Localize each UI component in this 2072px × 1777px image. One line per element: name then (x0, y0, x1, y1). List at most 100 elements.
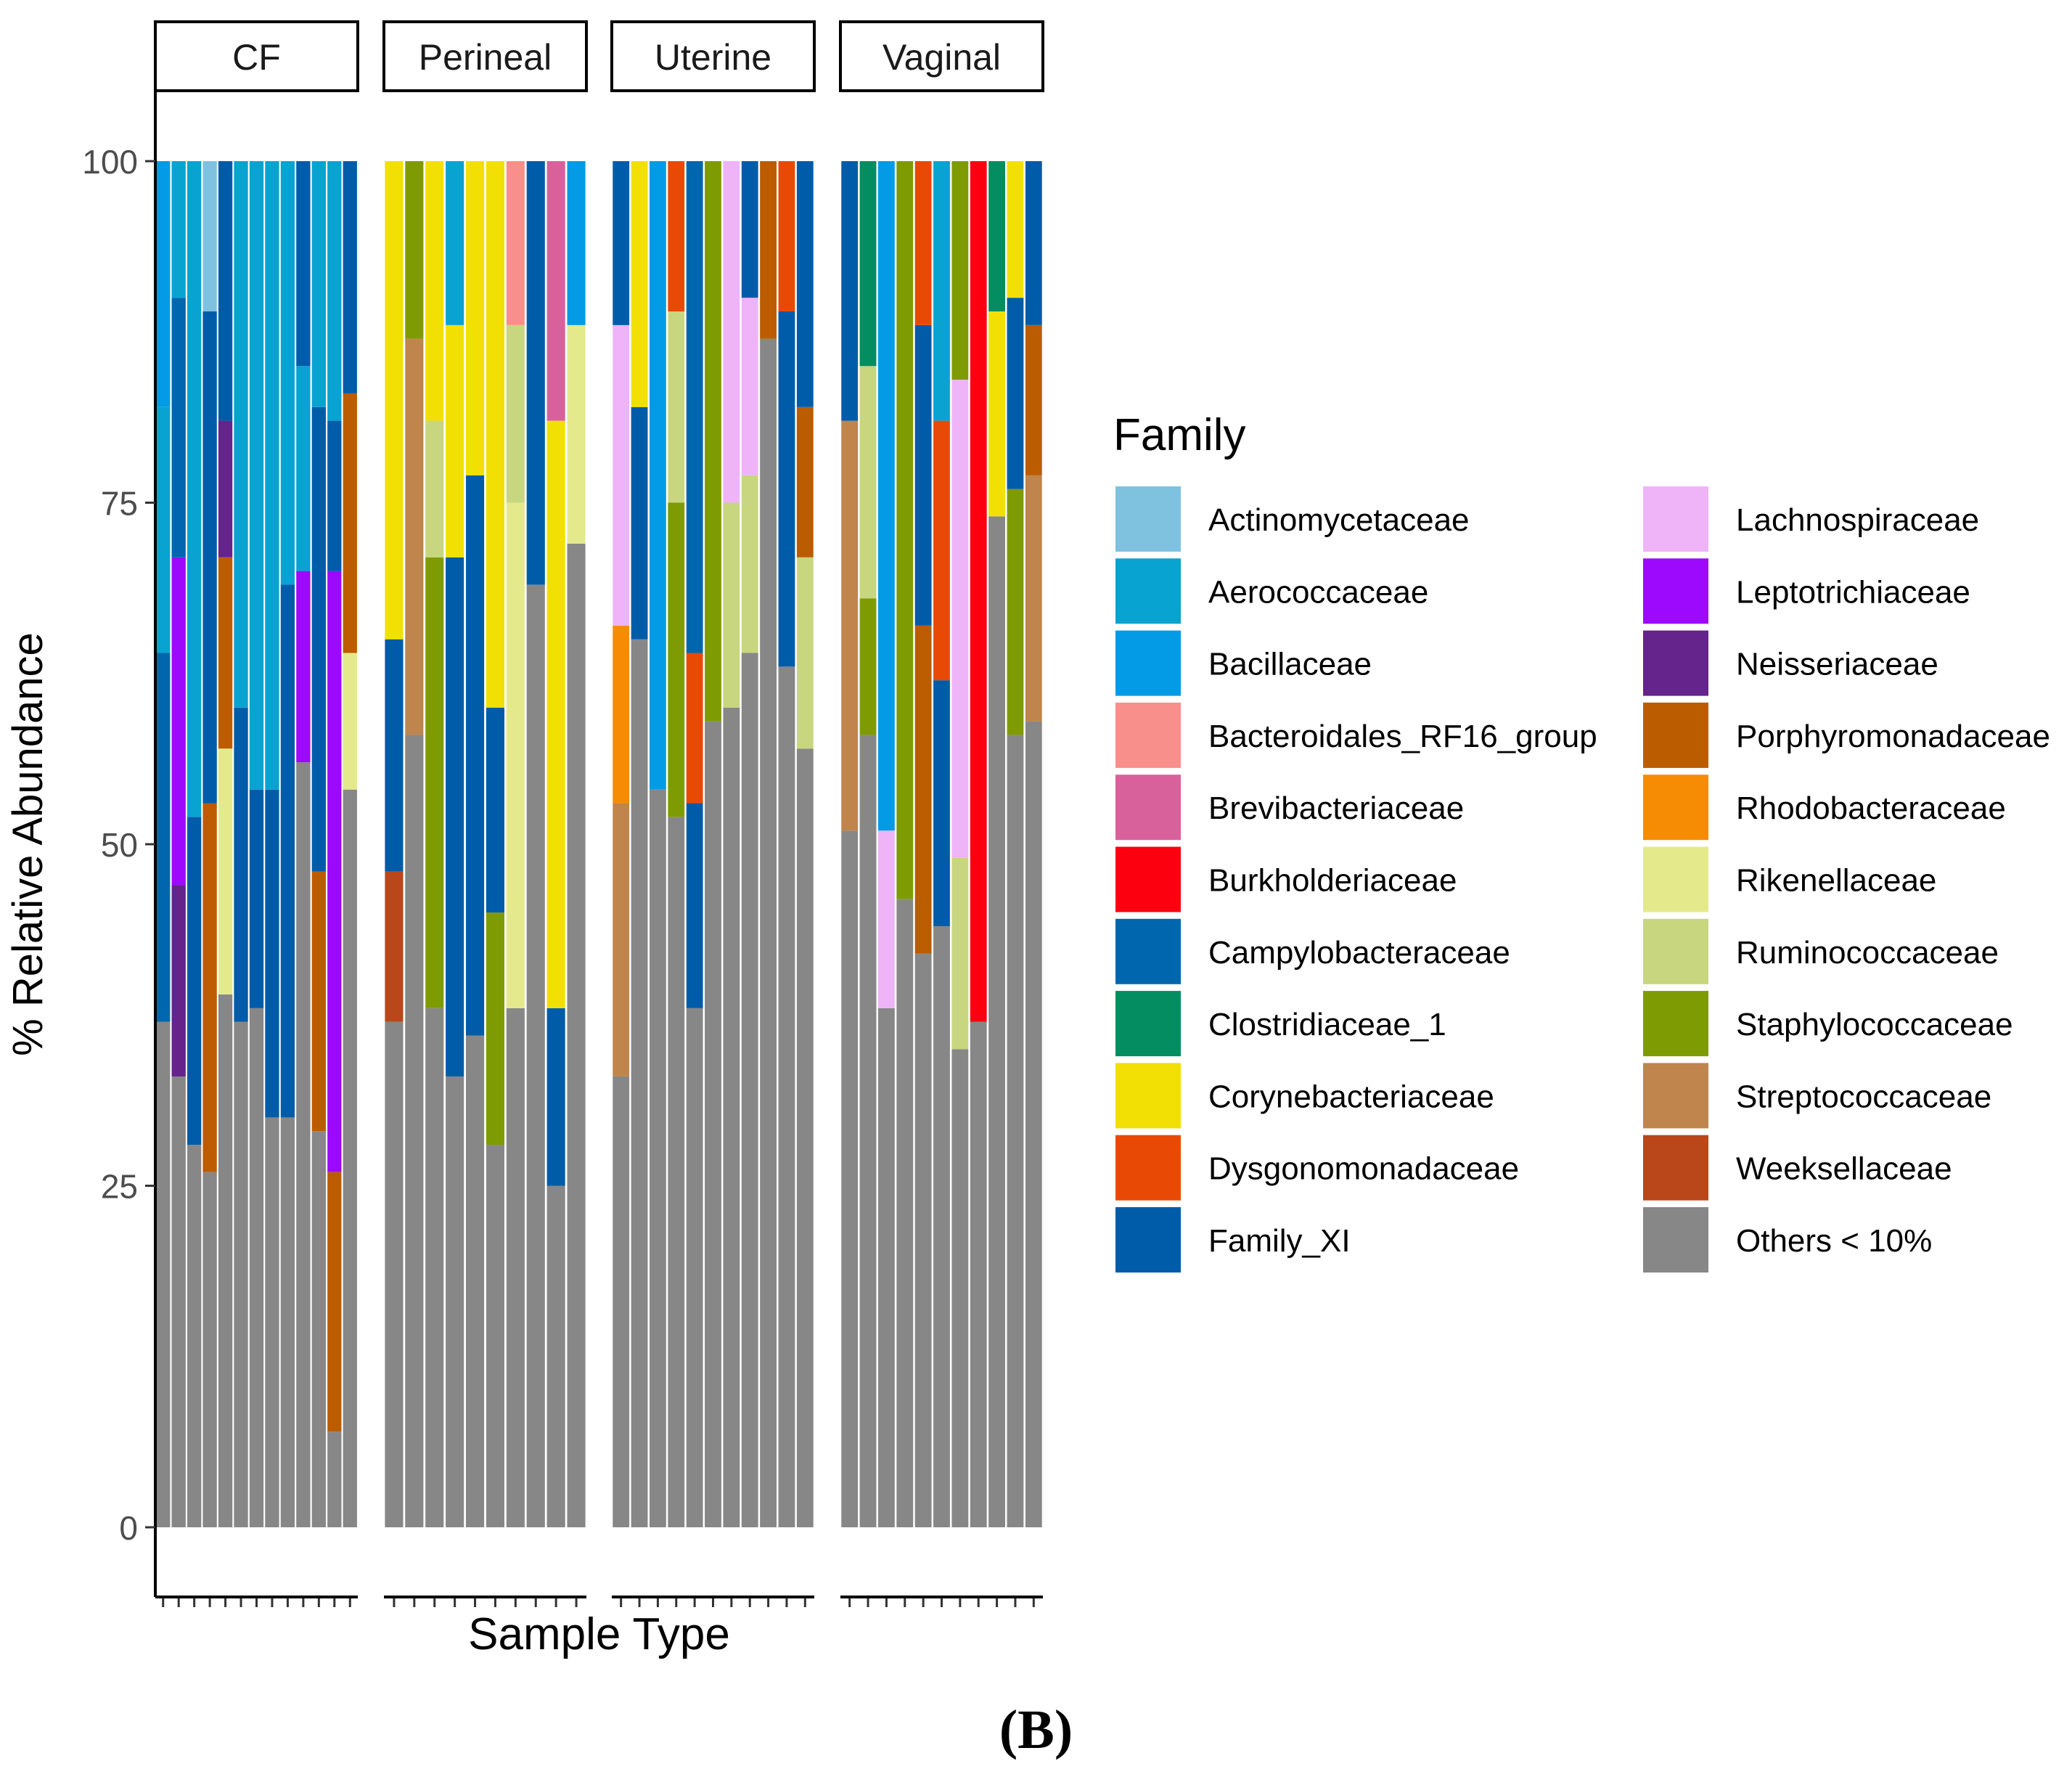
bar-segment (914, 953, 932, 1527)
bar-segment (296, 366, 311, 571)
bar-segment (343, 789, 357, 1527)
y-tick-label: 100 (82, 143, 138, 181)
bar-segment (705, 161, 721, 722)
legend-title: Family (1113, 410, 1246, 460)
bar-segment (741, 298, 758, 475)
facet-label: Vaginal (883, 37, 1001, 78)
legend-label: Burkholderiaceae (1208, 863, 1457, 899)
bar-segment (1025, 324, 1042, 475)
legend-key (1115, 486, 1181, 552)
bar-segment (686, 1008, 703, 1527)
bar-segment (668, 502, 685, 817)
legend-key (1643, 486, 1708, 552)
bar-segment (385, 1021, 404, 1527)
bar-segment (486, 707, 505, 913)
legend-key (1115, 918, 1181, 984)
bar-segment (859, 161, 877, 367)
facet-label: Perineal (419, 37, 552, 78)
bar-segment (506, 161, 525, 325)
bar-segment (187, 161, 202, 817)
legend-key (1643, 1063, 1708, 1129)
bar-segment (265, 1117, 279, 1527)
bar-segment (613, 1076, 630, 1527)
legend-key (1115, 846, 1181, 912)
bar-segment (465, 1035, 485, 1527)
legend-label: Weeksellaceae (1736, 1151, 1952, 1187)
bar-segment (327, 161, 342, 421)
legend-label: Rikenellaceae (1736, 863, 1936, 899)
bar-segment (723, 161, 740, 503)
bar-segment (686, 653, 703, 804)
legend-key (1643, 1135, 1708, 1201)
legend-key (1115, 775, 1181, 841)
bar-segment (446, 1076, 464, 1527)
bar-segment (631, 639, 648, 1528)
facet-strip-vaginal (839, 20, 1044, 92)
bar-segment (249, 161, 264, 790)
bar-segment (567, 543, 586, 1528)
legend-label: Brevibacteriaceae (1208, 791, 1464, 826)
bar-segment (613, 324, 630, 626)
bar-segment (202, 803, 217, 1172)
bar-segment (171, 298, 186, 557)
legend-label: Leptotrichiaceae (1736, 574, 1970, 610)
bar-segment (841, 830, 859, 1527)
bar-segment (171, 885, 186, 1077)
legend-key (1115, 1063, 1181, 1129)
bar-segment (486, 912, 505, 1145)
bar-segment (327, 1172, 342, 1432)
bar-segment (465, 475, 485, 1036)
bar-segment (951, 1049, 969, 1527)
legend-label: Actinomycetaceae (1208, 502, 1470, 538)
bar-segment (311, 407, 327, 872)
bar-segment (951, 380, 969, 858)
bar-segment (686, 803, 703, 1008)
legend-key (1643, 1207, 1708, 1273)
bar-segment (796, 161, 814, 407)
bar-segment (796, 557, 814, 749)
legend-key (1115, 991, 1181, 1057)
bar-segment (686, 161, 703, 653)
bar-segment (1007, 489, 1024, 735)
bar-segment (970, 1021, 987, 1527)
x-axis-title: Sample Type (468, 1609, 730, 1659)
facet-label: Uterine (655, 37, 771, 78)
facet-strip-cf (154, 20, 359, 92)
panel-label: (B) (999, 1699, 1073, 1760)
legend-label: Porphyromonadaceae (1736, 719, 2050, 754)
bar-segment (265, 789, 279, 1118)
bar-segment (156, 1021, 171, 1527)
legend-key (1643, 775, 1708, 841)
bar-segment (778, 666, 795, 1527)
bar-segment (385, 871, 404, 1022)
bar-segment (1025, 475, 1042, 722)
bar-segment (988, 161, 1006, 312)
bar-segment (723, 707, 740, 1527)
bar-segment (446, 557, 464, 1077)
bar-segment (526, 584, 545, 1528)
legend-label: Aerococcaceae (1208, 574, 1428, 610)
bar-segment (546, 161, 565, 421)
bar-segment (859, 366, 877, 599)
bar-segment (202, 311, 217, 804)
bar-segment (156, 407, 171, 653)
bar-segment (265, 161, 279, 790)
bar-segment (327, 571, 342, 1172)
bar-segment (859, 598, 877, 735)
bar-segment (723, 502, 740, 708)
bar-segment (1025, 161, 1042, 325)
bar-segment (741, 475, 758, 653)
bar-segment (202, 161, 217, 312)
bar-segment (187, 817, 202, 1145)
bar-segment (877, 830, 895, 1008)
bar-segment (841, 420, 859, 831)
legend-label: Family_XI (1208, 1223, 1351, 1259)
legend-label: Dysgonomonadaceae (1208, 1151, 1519, 1187)
bar-segment (649, 789, 666, 1527)
legend-label: Campylobacteraceae (1208, 935, 1510, 971)
bar-segment (218, 420, 233, 557)
bar-segment (760, 161, 777, 339)
bar-segment (343, 161, 357, 393)
legend-label: Streptococcaceae (1736, 1079, 1991, 1114)
bar-segment (988, 311, 1006, 517)
